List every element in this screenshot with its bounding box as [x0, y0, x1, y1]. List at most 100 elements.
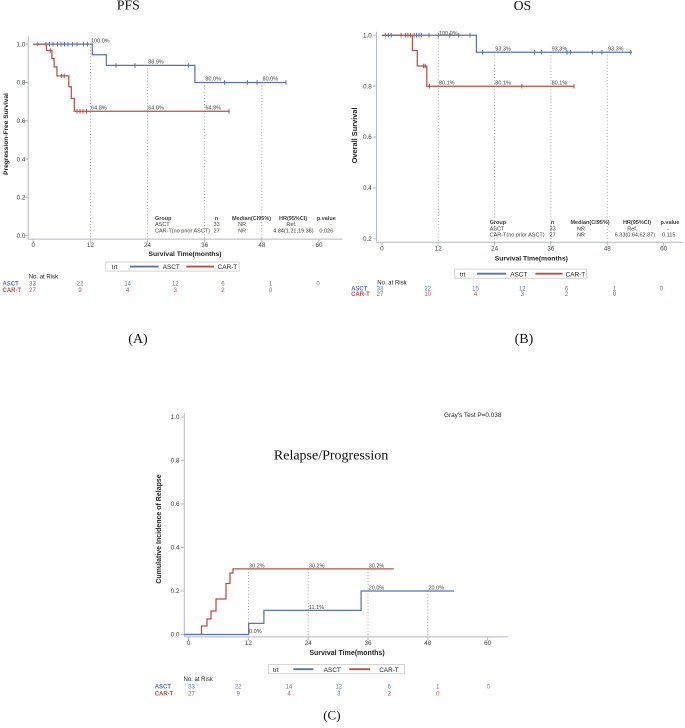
svg-text:20.0%: 20.0%: [369, 586, 385, 592]
svg-text:0.6: 0.6: [363, 134, 372, 141]
svg-text:No. at Risk: No. at Risk: [184, 677, 214, 683]
svg-text:36: 36: [364, 640, 372, 647]
svg-text:22: 22: [424, 287, 431, 293]
svg-text:24: 24: [305, 640, 313, 647]
svg-text:12: 12: [172, 281, 179, 287]
svg-text:33: 33: [377, 287, 384, 293]
svg-text:27: 27: [377, 292, 384, 298]
svg-text:0.2: 0.2: [363, 236, 372, 243]
svg-text:Overall Survival: Overall Survival: [350, 107, 359, 163]
svg-text:24: 24: [491, 245, 499, 252]
svg-text:33: 33: [188, 685, 195, 691]
svg-text:CAR-T: CAR-T: [351, 292, 370, 298]
svg-text:0: 0: [660, 287, 664, 293]
svg-text:3: 3: [337, 691, 341, 697]
svg-text:ASCT: ASCT: [351, 287, 368, 293]
svg-text:trt: trt: [112, 264, 118, 271]
svg-text:27: 27: [29, 288, 36, 294]
svg-text:27: 27: [188, 691, 195, 697]
svg-text:9: 9: [78, 288, 82, 294]
svg-text:trt: trt: [273, 667, 279, 674]
svg-text:2: 2: [388, 691, 392, 697]
svg-text:Gray's Test P=0.038: Gray's Test P=0.038: [444, 412, 502, 419]
svg-text:12: 12: [245, 640, 253, 647]
svg-text:NR: NR: [577, 226, 585, 232]
svg-text:0: 0: [316, 281, 320, 287]
svg-text:0.6: 0.6: [17, 118, 26, 125]
svg-text:12: 12: [519, 287, 526, 293]
svg-text:100.0%: 100.0%: [439, 31, 458, 37]
svg-text:0: 0: [436, 691, 440, 697]
svg-text:60: 60: [484, 640, 492, 647]
svg-text:64.8%: 64.8%: [205, 105, 221, 111]
svg-text:HR(95%CI): HR(95%CI): [623, 220, 651, 226]
svg-text:n: n: [215, 216, 219, 222]
svg-text:PFS: PFS: [117, 0, 140, 13]
svg-text:Pregression-Free Survival: Pregression-Free Survival: [3, 93, 10, 175]
svg-text:Survival Time(months): Survival Time(months): [309, 650, 384, 657]
svg-text:CAR-T: CAR-T: [155, 691, 174, 697]
svg-text:30.2%: 30.2%: [249, 563, 265, 569]
svg-text:0: 0: [187, 640, 191, 647]
svg-text:6: 6: [565, 287, 569, 293]
svg-text:1: 1: [436, 685, 440, 691]
svg-text:0.4: 0.4: [171, 545, 180, 552]
svg-text:OS: OS: [514, 0, 532, 13]
svg-text:11.1%: 11.1%: [309, 605, 324, 611]
svg-text:NR: NR: [238, 222, 246, 228]
svg-text:HR(95%CI): HR(95%CI): [279, 216, 307, 222]
svg-text:No. at Risk: No. at Risk: [377, 280, 407, 286]
svg-text:4: 4: [126, 288, 130, 294]
svg-text:4: 4: [287, 691, 291, 697]
svg-text:CAR-T: CAR-T: [566, 271, 586, 278]
svg-text:p.value: p.value: [661, 220, 680, 226]
svg-text:1.0: 1.0: [17, 41, 26, 48]
svg-text:1: 1: [613, 287, 617, 293]
svg-text:0.8: 0.8: [17, 80, 26, 87]
svg-text:0.0: 0.0: [171, 632, 180, 639]
svg-text:2: 2: [221, 288, 225, 294]
svg-text:33: 33: [550, 226, 556, 232]
svg-text:Ref.: Ref.: [627, 226, 638, 232]
svg-text:p.value: p.value: [317, 216, 336, 222]
svg-text:30.2%: 30.2%: [369, 563, 385, 569]
svg-text:(A): (A): [128, 332, 148, 347]
svg-text:100.0%: 100.0%: [91, 38, 110, 44]
svg-text:ASCT: ASCT: [155, 222, 170, 228]
svg-text:4.84(1.21,19.38): 4.84(1.21,19.38): [273, 228, 314, 234]
svg-text:33: 33: [29, 281, 36, 287]
svg-text:Survival Time(months): Survival Time(months): [148, 251, 221, 258]
svg-text:0.8: 0.8: [171, 458, 180, 465]
svg-text:80.1%: 80.1%: [552, 80, 568, 86]
svg-text:0: 0: [380, 245, 384, 252]
svg-text:ASCT: ASCT: [155, 685, 172, 691]
svg-text:No. at Risk: No. at Risk: [29, 274, 59, 280]
svg-text:0.026: 0.026: [319, 228, 333, 234]
svg-text:ASCT: ASCT: [324, 667, 341, 674]
svg-text:33: 33: [214, 222, 220, 228]
svg-text:0.2: 0.2: [17, 195, 26, 202]
svg-text:6: 6: [221, 281, 225, 287]
svg-text:36: 36: [547, 245, 555, 252]
svg-text:Group: Group: [155, 216, 172, 222]
svg-text:88.9%: 88.9%: [148, 59, 164, 65]
svg-text:CAR-T: CAR-T: [379, 667, 399, 674]
svg-text:9: 9: [237, 691, 241, 697]
svg-text:-: -: [330, 222, 332, 228]
svg-text:CAR-T(no prior ASCT): CAR-T(no prior ASCT): [155, 228, 210, 234]
svg-text:Median(CI95%): Median(CI95%): [232, 216, 271, 222]
svg-text:0: 0: [31, 242, 35, 249]
svg-text:30.2%: 30.2%: [309, 563, 325, 569]
svg-text:Ref.: Ref.: [286, 222, 297, 228]
svg-text:3: 3: [521, 292, 525, 298]
svg-text:48: 48: [604, 245, 612, 252]
svg-text:0.0: 0.0: [17, 233, 26, 240]
svg-text:27: 27: [550, 233, 556, 239]
svg-text:-: -: [667, 226, 669, 232]
svg-text:Relapse/Progression: Relapse/Progression: [274, 448, 388, 463]
svg-text:15: 15: [472, 287, 479, 293]
svg-text:48: 48: [424, 640, 432, 647]
svg-text:0: 0: [487, 685, 491, 691]
svg-text:0.4: 0.4: [363, 185, 372, 192]
svg-text:0.8: 0.8: [363, 83, 372, 90]
